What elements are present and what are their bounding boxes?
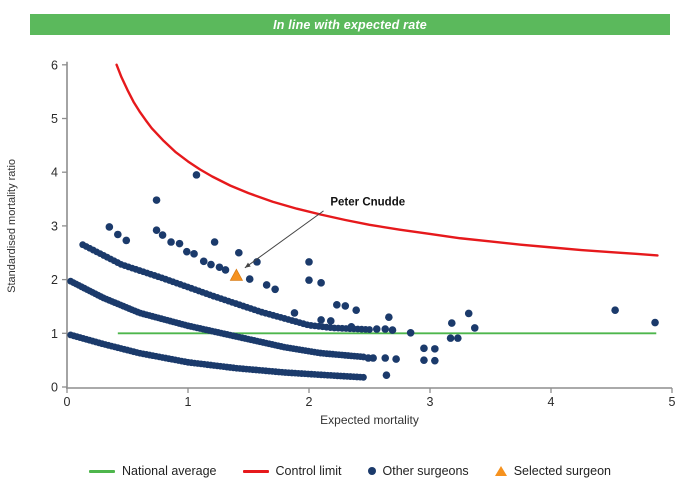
surgeon-dot[interactable] [392, 355, 400, 363]
annotation-label: Peter Cnudde [330, 197, 405, 209]
legend-item-label: National average [122, 464, 217, 478]
surgeon-dot[interactable] [333, 301, 341, 309]
surgeon-dot[interactable] [317, 316, 325, 324]
surgeon-dot[interactable] [167, 238, 175, 246]
surgeon-dot[interactable] [317, 279, 325, 287]
surgeon-dot[interactable] [175, 239, 184, 248]
surgeon-dot[interactable] [611, 306, 619, 315]
surgeon-dot[interactable] [262, 281, 271, 289]
surgeon-dot[interactable] [651, 318, 659, 327]
y-tick-label: 5 [51, 112, 58, 126]
surgeon-dot[interactable] [447, 319, 456, 327]
surgeon-dot[interactable] [382, 371, 391, 379]
surgeon-dot[interactable] [341, 302, 350, 310]
x-tick-label: 0 [64, 395, 71, 409]
surgeon-dot[interactable] [372, 325, 381, 333]
surgeon-dot[interactable] [420, 356, 428, 364]
surgeon-dot[interactable] [221, 266, 230, 274]
legend-item-selected-surgeon: Selected surgeon [494, 464, 611, 478]
surgeon-dot[interactable] [326, 317, 335, 325]
surgeon-dot[interactable] [454, 334, 462, 342]
surgeon-dot[interactable] [366, 326, 373, 333]
surgeon-dot[interactable] [431, 345, 439, 353]
surgeon-dot[interactable] [215, 263, 224, 272]
x-tick-label: 5 [669, 395, 676, 409]
surgeon-dot[interactable] [305, 258, 313, 266]
surgeon-dot[interactable] [464, 309, 473, 318]
legend-line-swatch [242, 469, 269, 473]
y-tick-label: 3 [51, 219, 58, 233]
surgeon-dot[interactable] [158, 231, 167, 239]
surgeon-dot[interactable] [152, 196, 161, 204]
annotation-arrow [244, 210, 324, 269]
selected-surgeon-marker[interactable] [229, 268, 244, 281]
surgeon-dot[interactable] [190, 250, 198, 258]
surgeon-dot[interactable] [446, 334, 455, 342]
legend-dot-swatch [367, 467, 376, 475]
surgeon-dot[interactable] [207, 260, 215, 269]
surgeon-dot[interactable] [271, 285, 279, 294]
surgeon-dot[interactable] [105, 223, 114, 231]
status-banner-text: In line with expected rate [273, 17, 427, 32]
y-tick-label: 1 [51, 327, 58, 341]
surgeon-dot[interactable] [245, 275, 254, 283]
legend-item-national-average: National average [89, 464, 217, 478]
y-tick-label: 0 [51, 381, 58, 395]
legend-item-label: Other surgeons [382, 464, 469, 478]
surgeon-dot[interactable] [210, 238, 219, 246]
surgeon-dot[interactable] [347, 323, 356, 331]
surgeon-dot[interactable] [352, 306, 360, 315]
y-tick-label: 6 [51, 58, 58, 72]
legend-item-label: Control limit [275, 464, 342, 478]
control-limit-curve [115, 63, 659, 257]
status-banner: In line with expected rate [30, 14, 670, 35]
x-tick-label: 2 [306, 395, 313, 409]
surgeon-dot[interactable] [360, 373, 367, 381]
surgeon-dot[interactable] [369, 354, 377, 362]
surgeon-dot[interactable] [122, 236, 131, 245]
surgeon-dot[interactable] [305, 276, 313, 284]
surgeon-dot[interactable] [388, 326, 397, 334]
surgeon-dot[interactable] [385, 313, 393, 321]
legend-item-control-limit: Control limit [242, 464, 342, 478]
y-axis-label: Standardised mortality ratio [6, 159, 18, 293]
surgeon-dot[interactable] [381, 325, 390, 333]
x-tick-label: 3 [427, 395, 434, 409]
surgeon-dot[interactable] [406, 328, 415, 337]
funnel-plot: 0 1 2 3 4 5 0 1 2 3 4 5 6 Expected mortality Standardi… [6, 58, 676, 427]
x-tick-label: 1 [185, 395, 192, 409]
legend-item-other-surgeons: Other surgeons [367, 464, 469, 478]
surgeon-dot[interactable] [182, 247, 191, 256]
legend-line-swatch [89, 469, 115, 473]
x-axis-label: Expected mortality [320, 413, 419, 427]
surgeon-dot[interactable] [199, 257, 208, 266]
legend-triangle-swatch [494, 466, 507, 476]
chart-legend: National average Control limit Other surge… [0, 458, 700, 484]
x-tick-label: 4 [548, 395, 555, 409]
surgeon-dot[interactable] [470, 324, 479, 332]
surgeon-dot[interactable] [420, 344, 428, 353]
surgeon-dot[interactable] [192, 171, 201, 179]
surgeon-dot[interactable] [235, 248, 243, 257]
surgeon-dot[interactable] [381, 354, 390, 362]
legend-item-label: Selected surgeon [513, 464, 611, 478]
surgeon-dot[interactable] [431, 356, 439, 365]
annotation-arrowhead [244, 262, 251, 268]
surgeon-dot[interactable] [290, 309, 299, 317]
surgeon-dot[interactable] [152, 226, 161, 234]
y-tick-label: 2 [51, 273, 58, 287]
surgeon-dot[interactable] [114, 230, 122, 239]
y-tick-label: 4 [51, 166, 58, 180]
